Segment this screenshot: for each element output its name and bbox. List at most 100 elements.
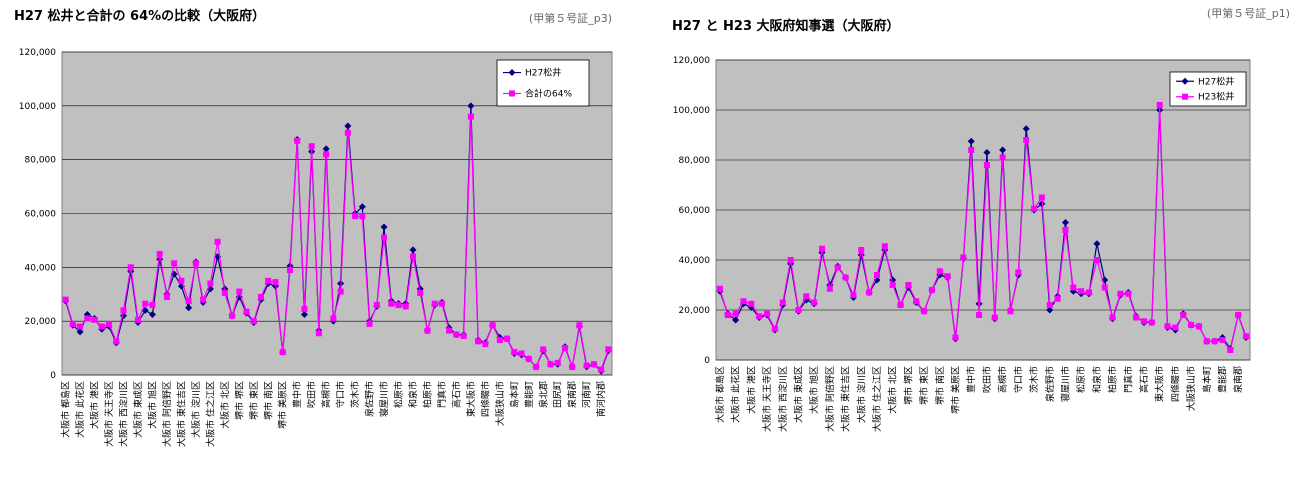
data-point bbox=[171, 260, 178, 267]
x-tick-label: 南河内郡 bbox=[595, 381, 607, 417]
data-point bbox=[250, 318, 257, 325]
data-point bbox=[134, 316, 141, 323]
x-tick-label: 大阪市 住之江区 bbox=[204, 381, 216, 447]
data-point bbox=[1172, 324, 1179, 331]
data-point bbox=[1086, 289, 1093, 296]
data-point bbox=[120, 307, 127, 314]
data-point bbox=[106, 320, 113, 327]
data-point bbox=[1022, 125, 1030, 133]
data-point bbox=[322, 145, 330, 153]
data-point bbox=[1164, 323, 1171, 330]
legend-label: H27松井 bbox=[525, 67, 561, 79]
data-point bbox=[576, 322, 583, 329]
data-point bbox=[402, 303, 409, 310]
data-point bbox=[315, 330, 322, 337]
legend-marker bbox=[1181, 77, 1189, 85]
x-tick-label: 寝屋川市 bbox=[1059, 366, 1071, 402]
data-point bbox=[554, 359, 561, 366]
data-point bbox=[811, 299, 818, 306]
data-point bbox=[787, 257, 794, 263]
data-point bbox=[889, 282, 896, 288]
data-point bbox=[417, 289, 424, 296]
series-line bbox=[65, 116, 609, 371]
data-point bbox=[583, 362, 590, 369]
x-tick-label: 豊能町 bbox=[523, 381, 535, 408]
data-point bbox=[771, 325, 778, 332]
x-tick-label: 堺市 南区 bbox=[262, 381, 274, 420]
legend-label: H23松井 bbox=[1198, 91, 1234, 103]
data-point bbox=[98, 323, 105, 330]
x-tick-label: 大阪市 北区 bbox=[887, 366, 899, 414]
x-tick-label: 河南町 bbox=[581, 381, 593, 408]
chart-title: H27 松井と合計の 64%の比較（大阪府） bbox=[14, 8, 265, 24]
x-tick-label: 泉佐野市 bbox=[1044, 366, 1056, 402]
data-point bbox=[1188, 322, 1195, 328]
x-tick-label: 豊中市 bbox=[965, 366, 977, 393]
series-line bbox=[65, 105, 609, 373]
data-point bbox=[826, 285, 833, 292]
data-point bbox=[148, 310, 156, 318]
data-point bbox=[1078, 288, 1085, 295]
x-tick-label: 大阪市 住之江区 bbox=[871, 366, 883, 432]
data-point bbox=[446, 327, 453, 334]
data-point bbox=[185, 304, 193, 312]
data-point bbox=[185, 297, 192, 304]
y-tick-label: 120,000 bbox=[19, 48, 56, 58]
data-point bbox=[1227, 347, 1234, 353]
data-point bbox=[323, 151, 330, 158]
y-tick-label: 40,000 bbox=[679, 256, 711, 266]
x-tick-label: 田尻町 bbox=[553, 381, 564, 408]
data-point bbox=[976, 312, 983, 318]
data-point bbox=[881, 243, 888, 250]
data-point bbox=[156, 250, 163, 257]
x-tick-label: 吹田市 bbox=[981, 366, 993, 393]
y-tick-label: 20,000 bbox=[679, 306, 711, 316]
legend-marker bbox=[508, 69, 516, 77]
x-tick-label: 高槻市 bbox=[997, 366, 1009, 393]
data-point bbox=[1148, 319, 1155, 326]
data-point bbox=[200, 296, 207, 303]
data-point bbox=[467, 113, 474, 120]
data-point bbox=[598, 366, 605, 373]
x-tick-label: 四條畷市 bbox=[479, 381, 491, 417]
data-point bbox=[431, 300, 438, 307]
data-point bbox=[395, 302, 402, 309]
data-point bbox=[482, 341, 489, 348]
data-point bbox=[366, 320, 373, 327]
y-tick-label: 60,000 bbox=[679, 206, 711, 216]
x-tick-label: 茨木市 bbox=[349, 381, 361, 408]
x-tick-label: 島本町 bbox=[508, 381, 520, 408]
x-tick-label: 東大阪市 bbox=[1154, 366, 1166, 402]
data-point bbox=[453, 331, 460, 338]
data-point bbox=[1219, 337, 1226, 343]
data-point bbox=[748, 300, 755, 307]
data-point bbox=[897, 302, 904, 308]
data-point bbox=[999, 146, 1007, 154]
x-tick-label: 豊能郡 bbox=[1217, 366, 1229, 393]
legend-marker bbox=[509, 90, 515, 97]
data-point bbox=[496, 337, 503, 344]
data-point bbox=[113, 338, 120, 345]
data-point bbox=[149, 302, 156, 309]
x-tick-label: 大阪市 東住吉区 bbox=[175, 381, 187, 447]
data-point bbox=[192, 260, 199, 267]
data-point bbox=[913, 298, 920, 305]
data-point bbox=[1093, 240, 1101, 248]
data-point bbox=[163, 293, 170, 300]
x-tick-label: 東大阪市 bbox=[465, 381, 477, 417]
legend-box bbox=[496, 59, 590, 107]
data-point bbox=[921, 308, 928, 315]
data-point bbox=[795, 307, 802, 313]
data-point bbox=[69, 320, 76, 327]
data-point bbox=[243, 308, 250, 315]
data-point bbox=[967, 137, 975, 145]
data-point bbox=[1062, 227, 1069, 233]
data-point bbox=[344, 129, 351, 136]
data-point bbox=[1180, 312, 1187, 318]
data-point bbox=[344, 122, 352, 130]
data-point bbox=[561, 345, 568, 352]
data-point bbox=[373, 302, 380, 309]
legend-label: H27松井 bbox=[1198, 75, 1234, 87]
data-point bbox=[127, 264, 134, 271]
